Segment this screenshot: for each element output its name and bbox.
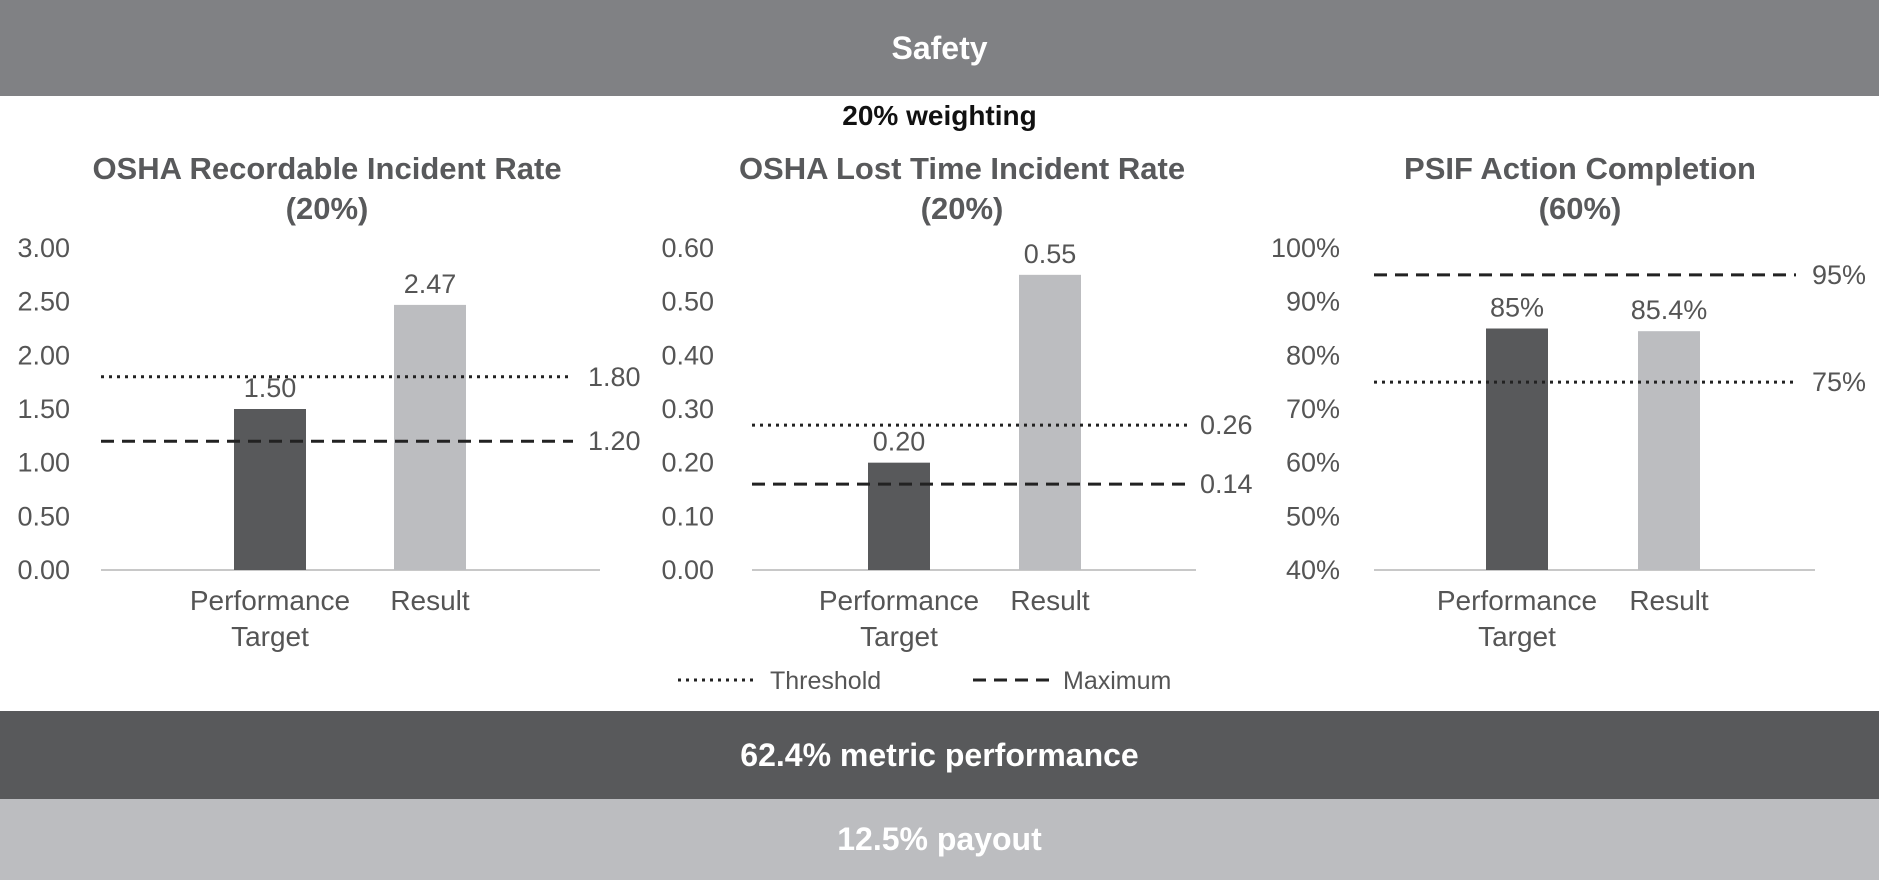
chart-subtitle: (20%): [921, 191, 1004, 226]
bar-performance-target: [1486, 328, 1548, 570]
y-tick-label: 50%: [1286, 501, 1340, 531]
header-banner: Safety: [0, 0, 1879, 96]
charts-area: OSHA Recordable Incident Rate (20%) 0.00 0.…: [17, 151, 1866, 695]
chart-subtitle: (20%): [286, 191, 369, 226]
threshold-value-label: 0.26: [1200, 410, 1253, 440]
y-tick-label: 0.50: [661, 287, 714, 317]
maximum-value-label: 0.14: [1200, 469, 1253, 499]
y-tick-label: 0.10: [661, 501, 714, 531]
y-tick-label: 60%: [1286, 448, 1340, 478]
payout-banner: 12.5% payout: [0, 799, 1879, 880]
category-label: Target: [231, 621, 309, 652]
category-label: Performance: [190, 585, 350, 616]
y-tick-label: 3.00: [17, 233, 70, 263]
y-tick-label: 90%: [1286, 287, 1340, 317]
bar-performance-target: [868, 462, 930, 570]
header-title: Safety: [891, 29, 988, 66]
bar-result: [1638, 331, 1700, 570]
y-tick-label: 100%: [1271, 233, 1340, 263]
y-tick-label: 0.00: [661, 555, 714, 585]
data-label: 2.47: [404, 269, 457, 299]
bar-result: [394, 304, 466, 570]
category-label: Performance: [819, 585, 979, 616]
maximum-value-label: 1.20: [588, 426, 641, 456]
y-tick-label: 0.50: [17, 501, 70, 531]
y-tick-label: 40%: [1286, 555, 1340, 585]
y-tick-label: 70%: [1286, 394, 1340, 424]
category-label: Result: [1629, 585, 1709, 616]
y-tick-label: 2.00: [17, 340, 70, 370]
chart-title: OSHA Recordable Incident Rate: [92, 151, 561, 186]
metric-performance-text: 62.4% metric performance: [740, 736, 1139, 773]
bar-result: [1019, 274, 1081, 570]
legend-threshold-label: Threshold: [770, 667, 881, 695]
y-tick-label: 0.60: [661, 233, 714, 263]
data-label: 0.55: [1024, 239, 1077, 269]
y-tick-label: 0.00: [17, 555, 70, 585]
maximum-value-label: 95%: [1812, 260, 1866, 290]
weighting-label: 20% weighting: [842, 100, 1037, 131]
y-tick-label: 1.00: [17, 448, 70, 478]
bar-performance-target: [234, 409, 306, 570]
threshold-value-label: 1.80: [588, 362, 641, 392]
y-tick-label: 0.20: [661, 448, 714, 478]
category-label: Result: [390, 585, 470, 616]
category-label: Target: [1478, 621, 1556, 652]
threshold-value-label: 75%: [1812, 367, 1866, 397]
y-tick-label: 1.50: [17, 394, 70, 424]
category-label: Performance: [1437, 585, 1597, 616]
y-tick-label: 0.30: [661, 394, 714, 424]
payout-text: 12.5% payout: [837, 821, 1042, 857]
chart-title: OSHA Lost Time Incident Rate: [739, 151, 1185, 186]
legend-maximum-label: Maximum: [1063, 667, 1171, 695]
data-label: 85.4%: [1631, 295, 1708, 325]
chart-title: PSIF Action Completion: [1404, 151, 1756, 186]
category-label: Result: [1010, 585, 1090, 616]
y-tick-label: 0.40: [661, 340, 714, 370]
category-label: Target: [860, 621, 938, 652]
data-label: 0.20: [873, 427, 926, 457]
metric-performance-banner: 62.4% metric performance: [0, 711, 1879, 799]
y-tick-label: 80%: [1286, 340, 1340, 370]
data-label: 85%: [1490, 293, 1544, 323]
y-tick-label: 2.50: [17, 287, 70, 317]
chart-subtitle: (60%): [1539, 191, 1622, 226]
